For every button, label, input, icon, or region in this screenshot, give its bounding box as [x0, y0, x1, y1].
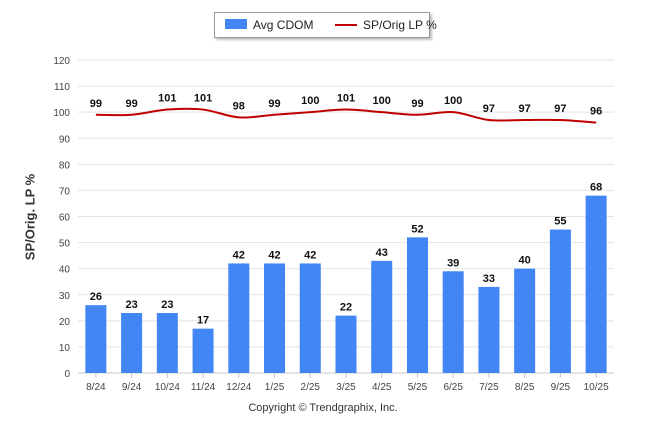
bar-data-label: 40 — [519, 255, 531, 267]
x-tick-label: 9/24 — [122, 382, 142, 393]
y-tick-label: 80 — [59, 160, 71, 171]
bar — [192, 328, 214, 373]
x-tick-label: 6/25 — [443, 382, 463, 393]
y-tick-label: 100 — [53, 108, 70, 119]
bar — [121, 313, 143, 373]
bar-data-label: 68 — [590, 182, 602, 194]
bar — [406, 237, 428, 373]
y-tick-label: 20 — [59, 317, 71, 328]
x-tick-label: 5/25 — [408, 382, 428, 393]
x-tick-label: 8/25 — [515, 382, 535, 393]
legend-label-avg-cdom: Avg CDOM — [253, 18, 314, 32]
x-tick-label: 3/25 — [336, 382, 356, 393]
y-tick-label: 10 — [59, 343, 71, 354]
y-tick-label: 110 — [54, 82, 70, 93]
line-data-label: 100 — [444, 95, 462, 107]
line-data-label: 97 — [554, 103, 566, 115]
bar-data-label: 42 — [304, 249, 316, 261]
bar-data-label: 52 — [411, 223, 423, 235]
y-tick-label: 40 — [59, 265, 71, 276]
legend: Avg CDOM SP/Orig LP % — [214, 12, 437, 38]
line-data-label: 98 — [233, 100, 245, 112]
bar — [264, 263, 286, 373]
y-tick-label: 30 — [59, 291, 71, 302]
bar — [335, 315, 357, 373]
y-tick-label: 70 — [59, 186, 71, 197]
x-tick-label: 1/25 — [265, 382, 285, 393]
bar-data-label: 22 — [340, 302, 352, 314]
legend-swatch-sp-orig-lp — [335, 24, 357, 26]
line-data-label: 97 — [519, 103, 531, 115]
bar-data-label: 55 — [554, 216, 566, 228]
y-tick-label: 60 — [59, 213, 71, 224]
bar — [549, 229, 571, 373]
bar — [478, 286, 500, 373]
bar-data-label: 23 — [161, 299, 173, 311]
bar-data-label: 39 — [447, 257, 459, 269]
bar-data-label: 26 — [90, 291, 102, 303]
line-data-label: 99 — [268, 98, 280, 110]
bar-data-label: 43 — [376, 247, 388, 259]
x-tick-label: 10/24 — [155, 382, 180, 393]
y-tick-label: 90 — [59, 134, 71, 145]
y-tick-label: 50 — [59, 239, 71, 250]
x-tick-label: 9/25 — [551, 382, 571, 393]
legend-swatch-avg-cdom — [225, 19, 247, 29]
line-series-sp-orig-lp — [95, 107, 597, 124]
y-tick-label: 120 — [53, 56, 70, 67]
y-tick-label: 0 — [64, 369, 70, 380]
line-data-label: 99 — [411, 98, 423, 110]
bar — [85, 305, 107, 373]
line-data-label: 99 — [125, 98, 137, 110]
line-data-label: 101 — [194, 93, 212, 105]
line-data-label: 100 — [301, 95, 319, 107]
bar-data-label: 23 — [125, 299, 137, 311]
x-tick-label: 2/25 — [301, 382, 321, 393]
line-data-label: 101 — [158, 93, 176, 105]
x-tick-label: 7/25 — [479, 382, 499, 393]
bar-data-label: 33 — [483, 273, 495, 285]
bar-data-label: 42 — [233, 249, 245, 261]
bar — [228, 263, 250, 373]
x-tick-label: 8/24 — [86, 382, 106, 393]
bar — [442, 271, 464, 373]
bar-data-label: 42 — [268, 249, 280, 261]
line-data-label: 101 — [337, 93, 355, 105]
bar — [299, 263, 321, 373]
line-data-label: 100 — [373, 95, 391, 107]
x-tick-label: 12/24 — [226, 382, 251, 393]
x-tick-label: 4/25 — [372, 382, 392, 393]
copyright-text: Copyright © Trendgraphix, Inc. — [248, 402, 398, 414]
bar — [514, 268, 536, 373]
bar-data-label: 17 — [197, 315, 209, 327]
legend-label-sp-orig-lp: SP/Orig LP % — [363, 18, 437, 32]
bar — [371, 260, 393, 373]
x-tick-label: 10/25 — [584, 382, 609, 393]
line-data-label: 96 — [590, 106, 602, 118]
line-data-label: 99 — [90, 98, 102, 110]
x-tick-label: 11/24 — [191, 382, 216, 393]
line-data-label: 97 — [483, 103, 495, 115]
bar — [156, 313, 178, 373]
bar — [585, 195, 607, 373]
